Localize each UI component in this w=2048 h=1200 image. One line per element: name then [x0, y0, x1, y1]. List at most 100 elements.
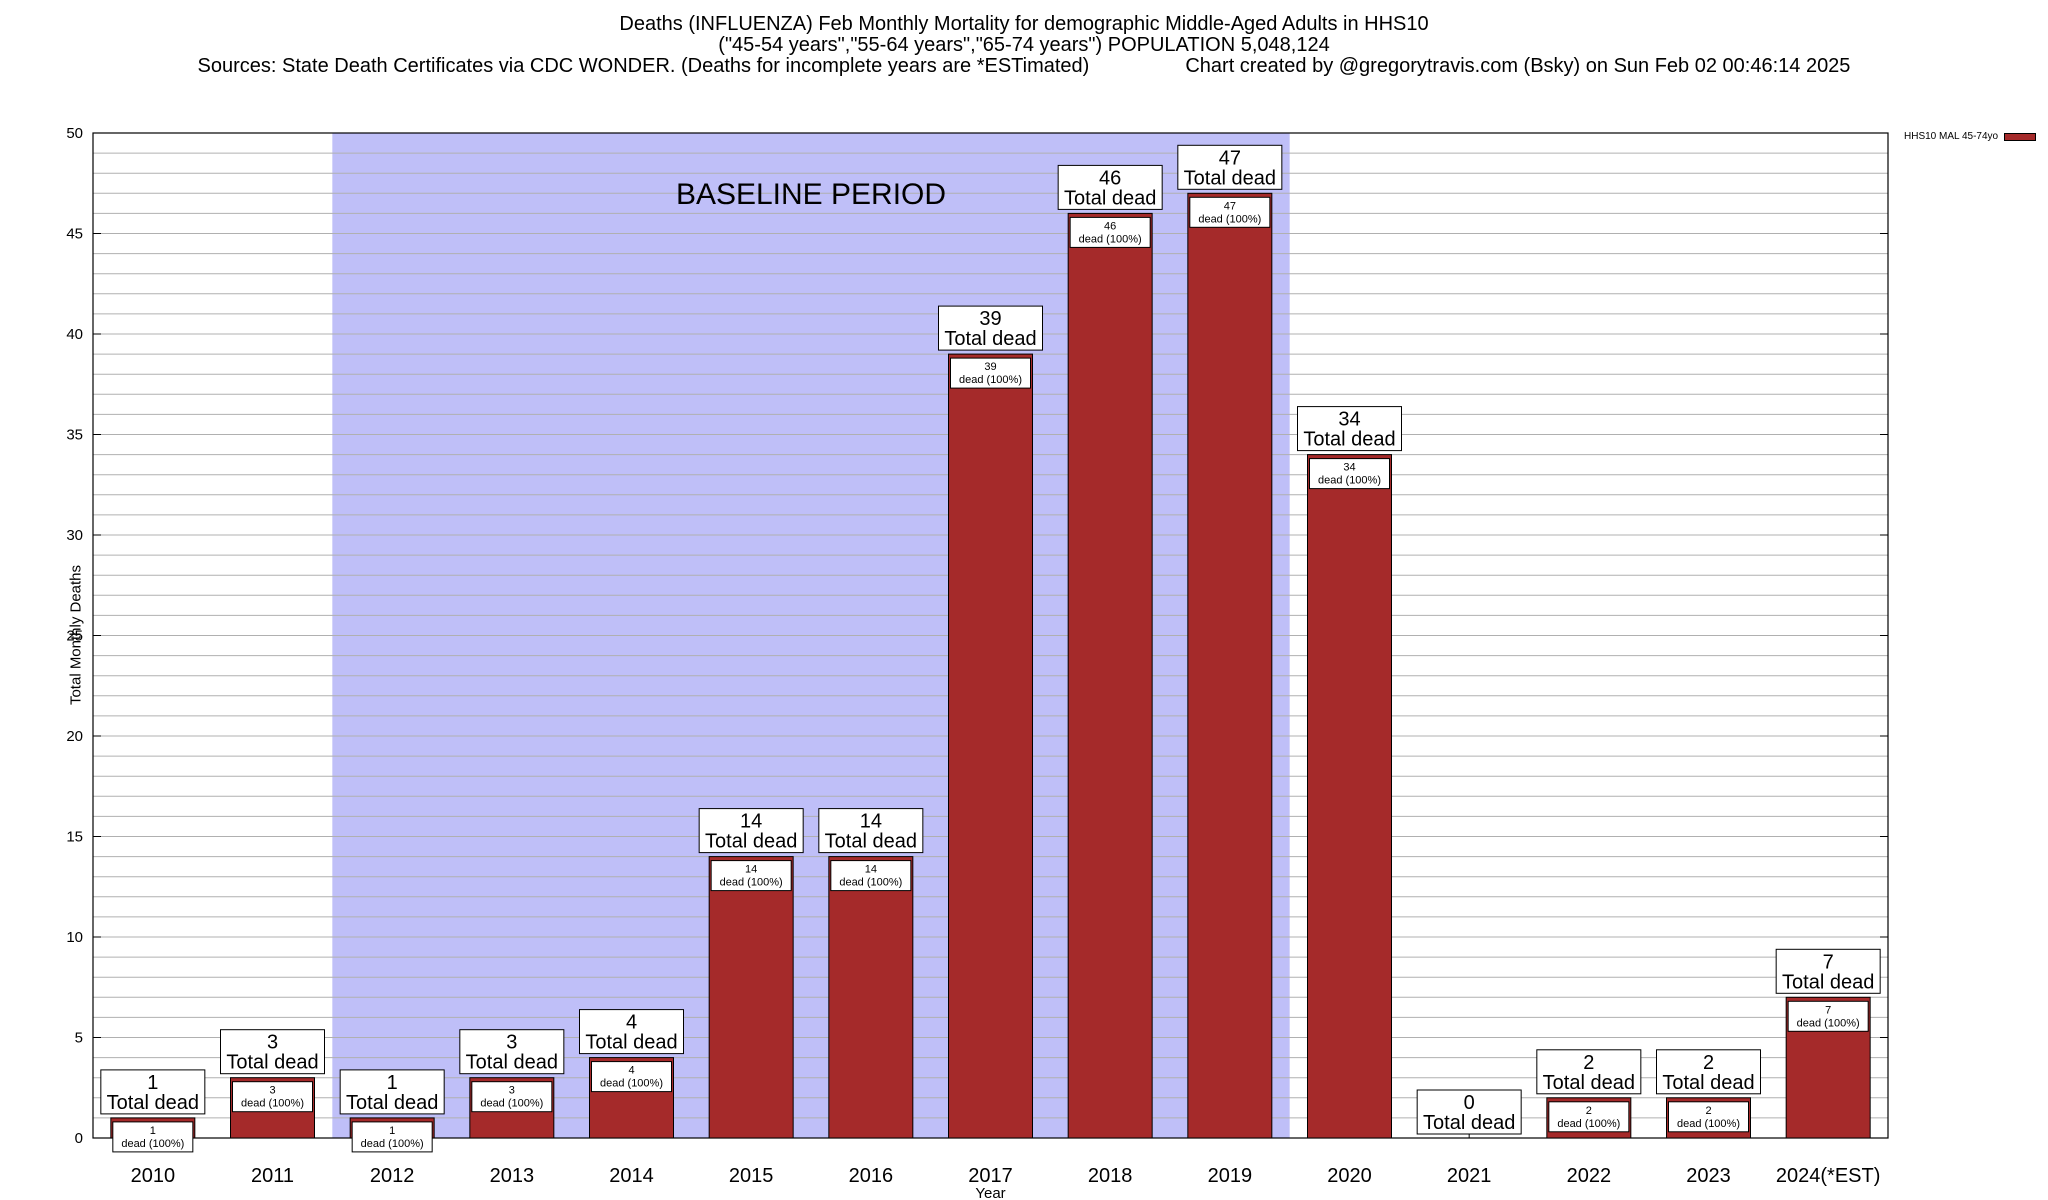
bar-inner-label-box: [232, 1081, 313, 1113]
bar-inner-label-box: [830, 860, 912, 892]
bar-inner-label-box: [1548, 1101, 1630, 1133]
total-label-box: [1177, 144, 1283, 190]
total-value: 7: [1823, 951, 1834, 973]
bar-inner-value: 2: [1586, 1105, 1592, 1117]
bar-inner-value: 4: [628, 1065, 634, 1077]
total-label: Total dead: [466, 1052, 558, 1074]
bar-inner-label-box: [112, 1121, 194, 1153]
x-tick-label: 2018: [1088, 1165, 1133, 1187]
y-tick-label: 20: [66, 728, 83, 745]
x-tick-label: 2010: [131, 1165, 176, 1187]
total-value: 14: [860, 811, 882, 833]
bar-inner-label-box: [1668, 1101, 1749, 1133]
total-value: 4: [626, 1012, 637, 1034]
total-value: 2: [1703, 1052, 1714, 1074]
total-value: 0: [1464, 1092, 1475, 1114]
chart-title: Deaths (INFLUENZA) Feb Monthly Mortality…: [619, 13, 1429, 35]
bar: [828, 856, 914, 1139]
total-label-box: [459, 1029, 565, 1075]
bar-inner-label-box: [591, 1061, 672, 1093]
y-tick-label: 40: [66, 326, 83, 343]
bar-inner-value: 7: [1825, 1004, 1831, 1016]
bar-inner-label: dead (100%): [720, 877, 783, 889]
x-tick-label: 2016: [849, 1165, 894, 1187]
bar-inner-label: dead (100%): [1318, 475, 1381, 487]
total-label: Total dead: [1064, 187, 1156, 209]
y-tick-label: 25: [66, 628, 83, 645]
y-tick-label: 35: [66, 427, 83, 444]
x-tick-label: 2024(*EST): [1776, 1165, 1881, 1187]
total-label: Total dead: [705, 831, 797, 853]
total-label-box: [1656, 1049, 1761, 1095]
bar-inner-label-box: [1069, 216, 1151, 248]
bar-inner-label: dead (100%): [1079, 233, 1142, 245]
bar-inner-label-box: [710, 860, 792, 892]
bar-inner-label: dead (100%): [480, 1098, 543, 1110]
chart-title-block: Deaths (INFLUENZA) Feb Monthly Mortality…: [0, 14, 2048, 77]
y-tick-label: 30: [66, 527, 83, 544]
total-label: Total dead: [585, 1032, 677, 1054]
x-tick-label: 2022: [1567, 1165, 1612, 1187]
total-value: 3: [506, 1032, 517, 1054]
y-tick-label: 45: [66, 226, 83, 243]
total-label: Total dead: [1543, 1072, 1635, 1094]
x-tick-label: 2012: [370, 1165, 415, 1187]
legend: HHS10 MAL 45-74yo: [1904, 131, 2037, 142]
total-label-box: [220, 1029, 325, 1075]
total-value: 34: [1338, 409, 1360, 431]
y-tick-label: 15: [66, 829, 83, 846]
total-value: 2: [1583, 1052, 1594, 1074]
total-label: Total dead: [1782, 971, 1874, 993]
chart-source-line: Sources: State Death Certificates via CD…: [0, 56, 2048, 77]
x-tick-label: 2011: [251, 1165, 294, 1187]
x-tick-label: 2021: [1447, 1165, 1492, 1187]
bar: [1307, 454, 1392, 1139]
bar: [1067, 212, 1153, 1139]
total-label-box: [1536, 1049, 1642, 1095]
total-label: Total dead: [1303, 429, 1395, 451]
x-tick-label: 2020: [1327, 1165, 1372, 1187]
bar-inner-label: dead (100%): [959, 374, 1022, 386]
bar-inner-value: 3: [509, 1085, 515, 1097]
x-tick-label: 2017: [968, 1165, 1013, 1187]
chart-subtitle: ("45-54 years","55-64 years","65-74 year…: [718, 34, 1330, 56]
bar-inner-label-box: [1189, 196, 1271, 228]
bar: [1187, 192, 1273, 1139]
x-tick-label: 2023: [1686, 1165, 1731, 1187]
legend-label: HHS10 MAL 45-74yo: [1904, 131, 1999, 142]
bar-inner-value: 14: [745, 864, 757, 876]
total-value: 3: [267, 1032, 278, 1054]
y-axis-title: Total Monthly Deaths: [67, 564, 85, 706]
total-label-box: [1775, 948, 1881, 994]
source-text: Sources: State Death Certificates via CD…: [197, 55, 1090, 77]
y-tick-label: 50: [66, 125, 83, 142]
total-label-box: [579, 1009, 684, 1055]
total-label-box: [1416, 1089, 1522, 1135]
total-label: Total dead: [107, 1092, 199, 1114]
bar: [708, 856, 794, 1139]
bar-inner-value: 1: [150, 1125, 156, 1137]
bar-inner-label: dead (100%): [600, 1078, 663, 1090]
total-label: Total dead: [944, 328, 1036, 350]
total-label: Total dead: [226, 1052, 318, 1074]
total-label-box: [1297, 406, 1402, 452]
total-label-box: [818, 808, 924, 854]
total-value: 1: [147, 1072, 158, 1094]
bar-inner-value: 47: [1224, 200, 1236, 212]
bar-inner-label: dead (100%): [361, 1138, 424, 1150]
bar: [948, 353, 1033, 1139]
bar-inner-value: 46: [1104, 220, 1116, 232]
bar-inner-label: dead (100%): [1677, 1118, 1740, 1130]
x-tick-label: 2013: [490, 1165, 535, 1187]
bar-inner-label: dead (100%): [1198, 213, 1261, 225]
y-tick-label: 0: [75, 1130, 83, 1147]
bar-inner-value: 34: [1343, 462, 1355, 474]
bar-inner-label-box: [351, 1121, 433, 1153]
x-axis-title: Year: [975, 1185, 1005, 1200]
bar-inner-label: dead (100%): [839, 877, 902, 889]
y-tick-label: 10: [66, 929, 83, 946]
bar-inner-label-box: [471, 1081, 553, 1113]
x-tick-label: 2015: [729, 1165, 774, 1187]
bar-inner-value: 2: [1705, 1105, 1711, 1117]
